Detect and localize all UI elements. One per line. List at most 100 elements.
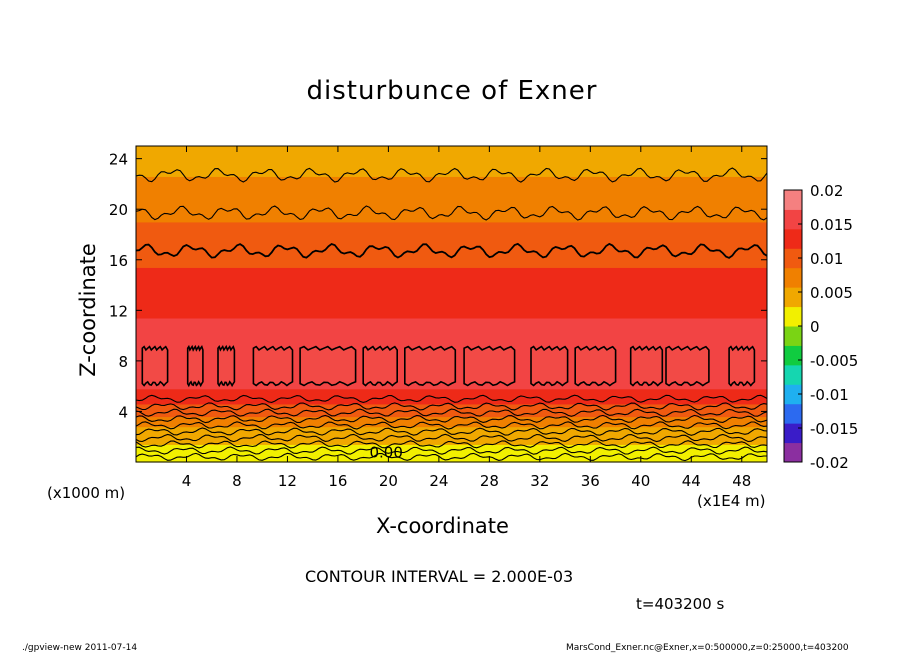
high-value-cell — [463, 345, 516, 387]
heatmap-band — [136, 221, 767, 225]
heatmap-band — [136, 383, 767, 387]
high-value-cell — [186, 344, 204, 388]
plot-frame — [135, 145, 768, 463]
contour-line — [135, 414, 768, 424]
contour-line — [135, 205, 768, 221]
heatmap-band — [136, 431, 767, 435]
heatmap-band — [136, 302, 767, 306]
heatmap-band — [136, 434, 767, 438]
heatmap-band — [136, 413, 767, 418]
x-unit-note: (x1000 m) — [47, 484, 126, 502]
heatmap-band — [136, 226, 767, 231]
heatmap-band — [136, 295, 767, 299]
x-tick-label: 8 — [232, 472, 242, 490]
heatmap-band — [136, 201, 767, 205]
heatmap-band — [136, 421, 767, 425]
heatmap-band — [136, 269, 767, 273]
colorbar-tick-label: -0.01 — [810, 386, 849, 404]
high-value-cell — [530, 345, 569, 387]
high-value-cell — [728, 345, 756, 387]
heatmap-band — [136, 454, 767, 458]
heatmap-band — [136, 229, 767, 233]
heatmap-band — [136, 219, 767, 223]
heatmap-band — [136, 214, 767, 218]
heatmap-band — [136, 459, 767, 463]
heatmap-band — [136, 252, 767, 256]
high-value-cell — [629, 345, 664, 387]
colorbar: 0.02 0.015 0.01 0.005 0 -0.005 -0.01 -0.015 -0.0… — [783, 182, 858, 472]
heatmap-band — [136, 307, 767, 311]
heatmap-band — [136, 277, 767, 281]
colorbar-tick-label: -0.015 — [810, 420, 858, 438]
y-tick-label: 12 — [109, 302, 128, 320]
heatmap-band — [136, 388, 767, 392]
high-value-cell — [362, 345, 398, 387]
contour-line — [135, 433, 768, 443]
heatmap-band — [136, 161, 767, 165]
footer-source: MarsCond_Exner.nc@Exner,x=0:500000,z=0:2… — [566, 643, 849, 653]
heatmap-band — [136, 315, 767, 319]
contour-line — [135, 242, 768, 259]
heatmap-band — [136, 188, 767, 193]
colorbar-segment — [784, 423, 802, 444]
heatmap-band — [136, 333, 767, 337]
heatmap-band — [136, 391, 767, 395]
heatmap-band — [136, 247, 767, 251]
contour-line — [135, 421, 768, 430]
contour-line — [135, 446, 768, 455]
heatmap-band — [136, 196, 767, 200]
colorbar-segment — [784, 190, 802, 210]
heatmap-band — [136, 158, 767, 162]
heatmap-band — [136, 320, 767, 324]
colorbar-tick-label: 0.01 — [810, 250, 843, 268]
colorbar-tick-label: 0.005 — [810, 284, 853, 302]
heatmap-band — [136, 171, 767, 175]
high-value-cell — [665, 345, 710, 387]
y-tick-label: 24 — [109, 151, 128, 169]
heatmap-band — [136, 419, 767, 423]
heatmap-band — [136, 166, 767, 170]
colorbar-tick-label: 0.015 — [810, 216, 853, 234]
heatmap-band — [136, 191, 767, 195]
heatmap-band — [136, 257, 767, 261]
heatmap-band — [136, 264, 767, 268]
colorbar-segment — [784, 209, 802, 230]
heatmap-band — [136, 292, 767, 296]
x-tick-label: 40 — [631, 472, 650, 490]
x-tick-label: 4 — [182, 472, 192, 490]
heatmap-band — [136, 279, 767, 284]
heatmap-band — [136, 310, 767, 314]
heatmap-band — [136, 436, 767, 440]
colorbar-tick-label: 0 — [810, 318, 820, 336]
heatmap-band — [136, 259, 767, 263]
heatmap-band — [136, 231, 767, 236]
heatmap-band — [136, 194, 767, 198]
heatmap-band — [136, 234, 767, 238]
heatmap-band — [136, 186, 767, 190]
heatmap-band — [136, 396, 767, 400]
heatmap-band — [136, 322, 767, 327]
heatmap-band — [136, 408, 767, 413]
heatmap-band — [136, 176, 767, 180]
contour-line — [135, 402, 768, 411]
heatmap-band — [136, 199, 767, 203]
heatmap-band — [136, 393, 767, 397]
heatmap-band — [136, 244, 767, 248]
heatmap-band — [136, 325, 767, 329]
heatmap-band — [136, 444, 767, 448]
contour-line — [135, 408, 768, 417]
high-value-cell — [574, 345, 617, 387]
heatmap-band — [136, 209, 767, 213]
high-value-cell — [217, 344, 236, 388]
heatmap-band — [136, 330, 767, 334]
y-tick-label: 4 — [118, 403, 128, 421]
heatmap-band — [136, 163, 767, 167]
heatmap-band — [136, 328, 767, 332]
colorbar-tick-label: 0.02 — [810, 182, 843, 200]
colorbar-tick-label: -0.02 — [810, 454, 849, 472]
heatmap-band — [136, 216, 767, 220]
contour-line — [135, 427, 768, 436]
heatmap-band — [136, 446, 767, 450]
footer-program-date: ./gpview-new 2011-07-14 — [22, 643, 138, 653]
